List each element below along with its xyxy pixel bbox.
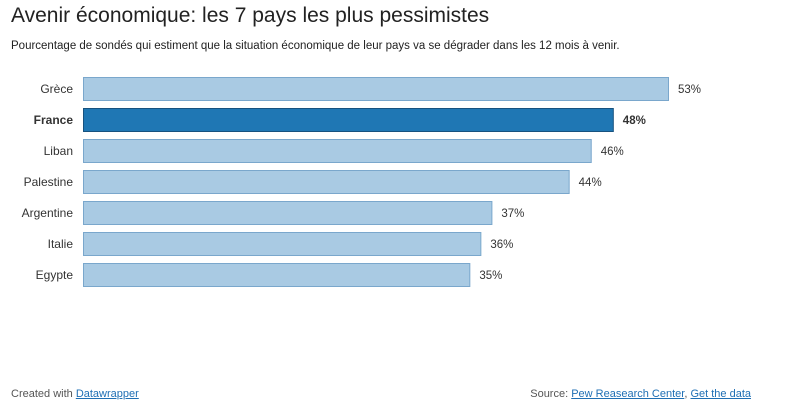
get-data-link[interactable]: Get the data	[690, 388, 751, 400]
source-link[interactable]: Pew Reasearch Center	[571, 388, 685, 400]
category-label: Italie	[48, 237, 74, 251]
bar-liban	[83, 139, 592, 163]
bar-france	[83, 108, 614, 132]
chart-subtitle: Pourcentage de sondés qui estiment que l…	[11, 40, 620, 52]
value-label: 36%	[490, 239, 513, 251]
category-label: Grèce	[40, 82, 73, 96]
footer-source: Source: Pew Reasearch Center, Get the da…	[530, 388, 751, 400]
value-label: 35%	[479, 270, 502, 282]
value-label: 48%	[623, 115, 646, 127]
bar-palestine	[83, 170, 570, 194]
value-label: 53%	[678, 84, 701, 96]
footer-credit: Created with Datawrapper	[11, 388, 139, 400]
datawrapper-link[interactable]: Datawrapper	[75, 388, 139, 400]
bar-argentine	[83, 201, 493, 225]
category-label: Argentine	[22, 206, 74, 220]
category-label: Palestine	[24, 175, 74, 189]
source-prefix: Source:	[530, 388, 572, 400]
value-label: 46%	[601, 146, 624, 158]
source-separator: ,	[684, 388, 691, 400]
bar-grèce	[83, 77, 669, 101]
category-label: Liban	[44, 144, 73, 158]
bar-chart: Grèce 53% France 48% Liban 46% Palestine 44% Arg…	[22, 77, 701, 287]
chart-title: Avenir économique: les 7 pays les plus p…	[11, 4, 490, 27]
category-label: France	[34, 113, 74, 127]
value-label: 37%	[501, 208, 524, 220]
bar-egypte	[83, 263, 471, 287]
credit-prefix: Created with	[11, 388, 76, 400]
value-label: 44%	[579, 177, 602, 189]
bar-italie	[83, 232, 482, 256]
category-label: Egypte	[36, 268, 74, 282]
